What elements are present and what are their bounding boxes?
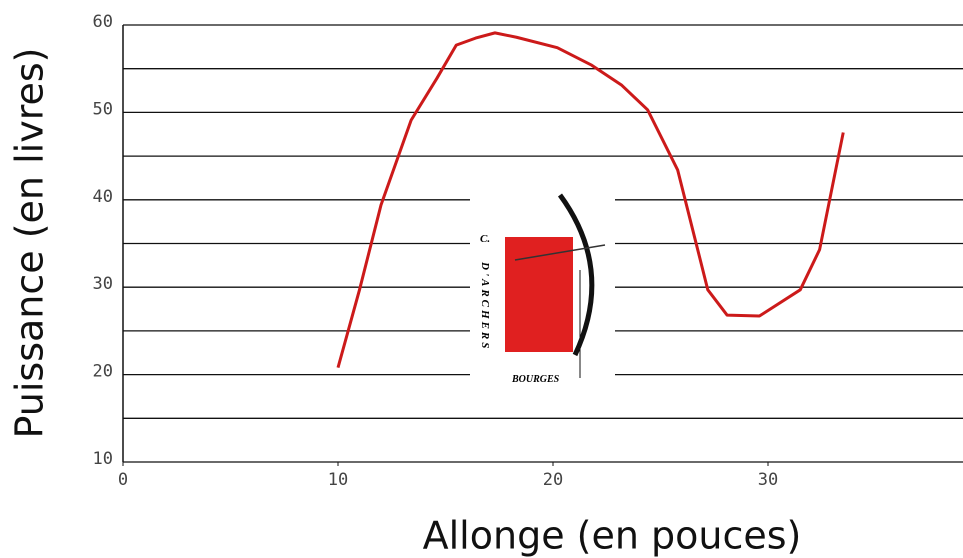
y-tick-label: 40: [93, 187, 113, 207]
y-axis-title: Puissance (en livres): [8, 48, 52, 439]
logo-text: D'ARCHERS: [479, 261, 491, 351]
x-tick-label: 30: [758, 470, 778, 490]
x-tick-label: 10: [328, 470, 348, 490]
y-tick-label: 50: [93, 99, 113, 119]
logo-arrow: [514, 244, 606, 261]
y-tick-label: 30: [93, 274, 113, 294]
logo: C. D'ARCHERS BOURGES: [470, 190, 615, 390]
logo-red: [505, 237, 573, 352]
data-line: [336, 31, 845, 369]
y-tick-label: 10: [93, 449, 113, 469]
y-tick-label: 20: [93, 362, 113, 382]
x-axis-title: Allonge (en pouces): [423, 514, 802, 558]
x-tick-label: 20: [543, 470, 563, 490]
y-tick-label: 60: [93, 12, 113, 32]
logo-text: C.: [480, 233, 490, 245]
x-tick-label: 0: [118, 470, 128, 490]
logo-text: BOURGES: [511, 374, 560, 385]
logo-bow: [557, 193, 595, 357]
